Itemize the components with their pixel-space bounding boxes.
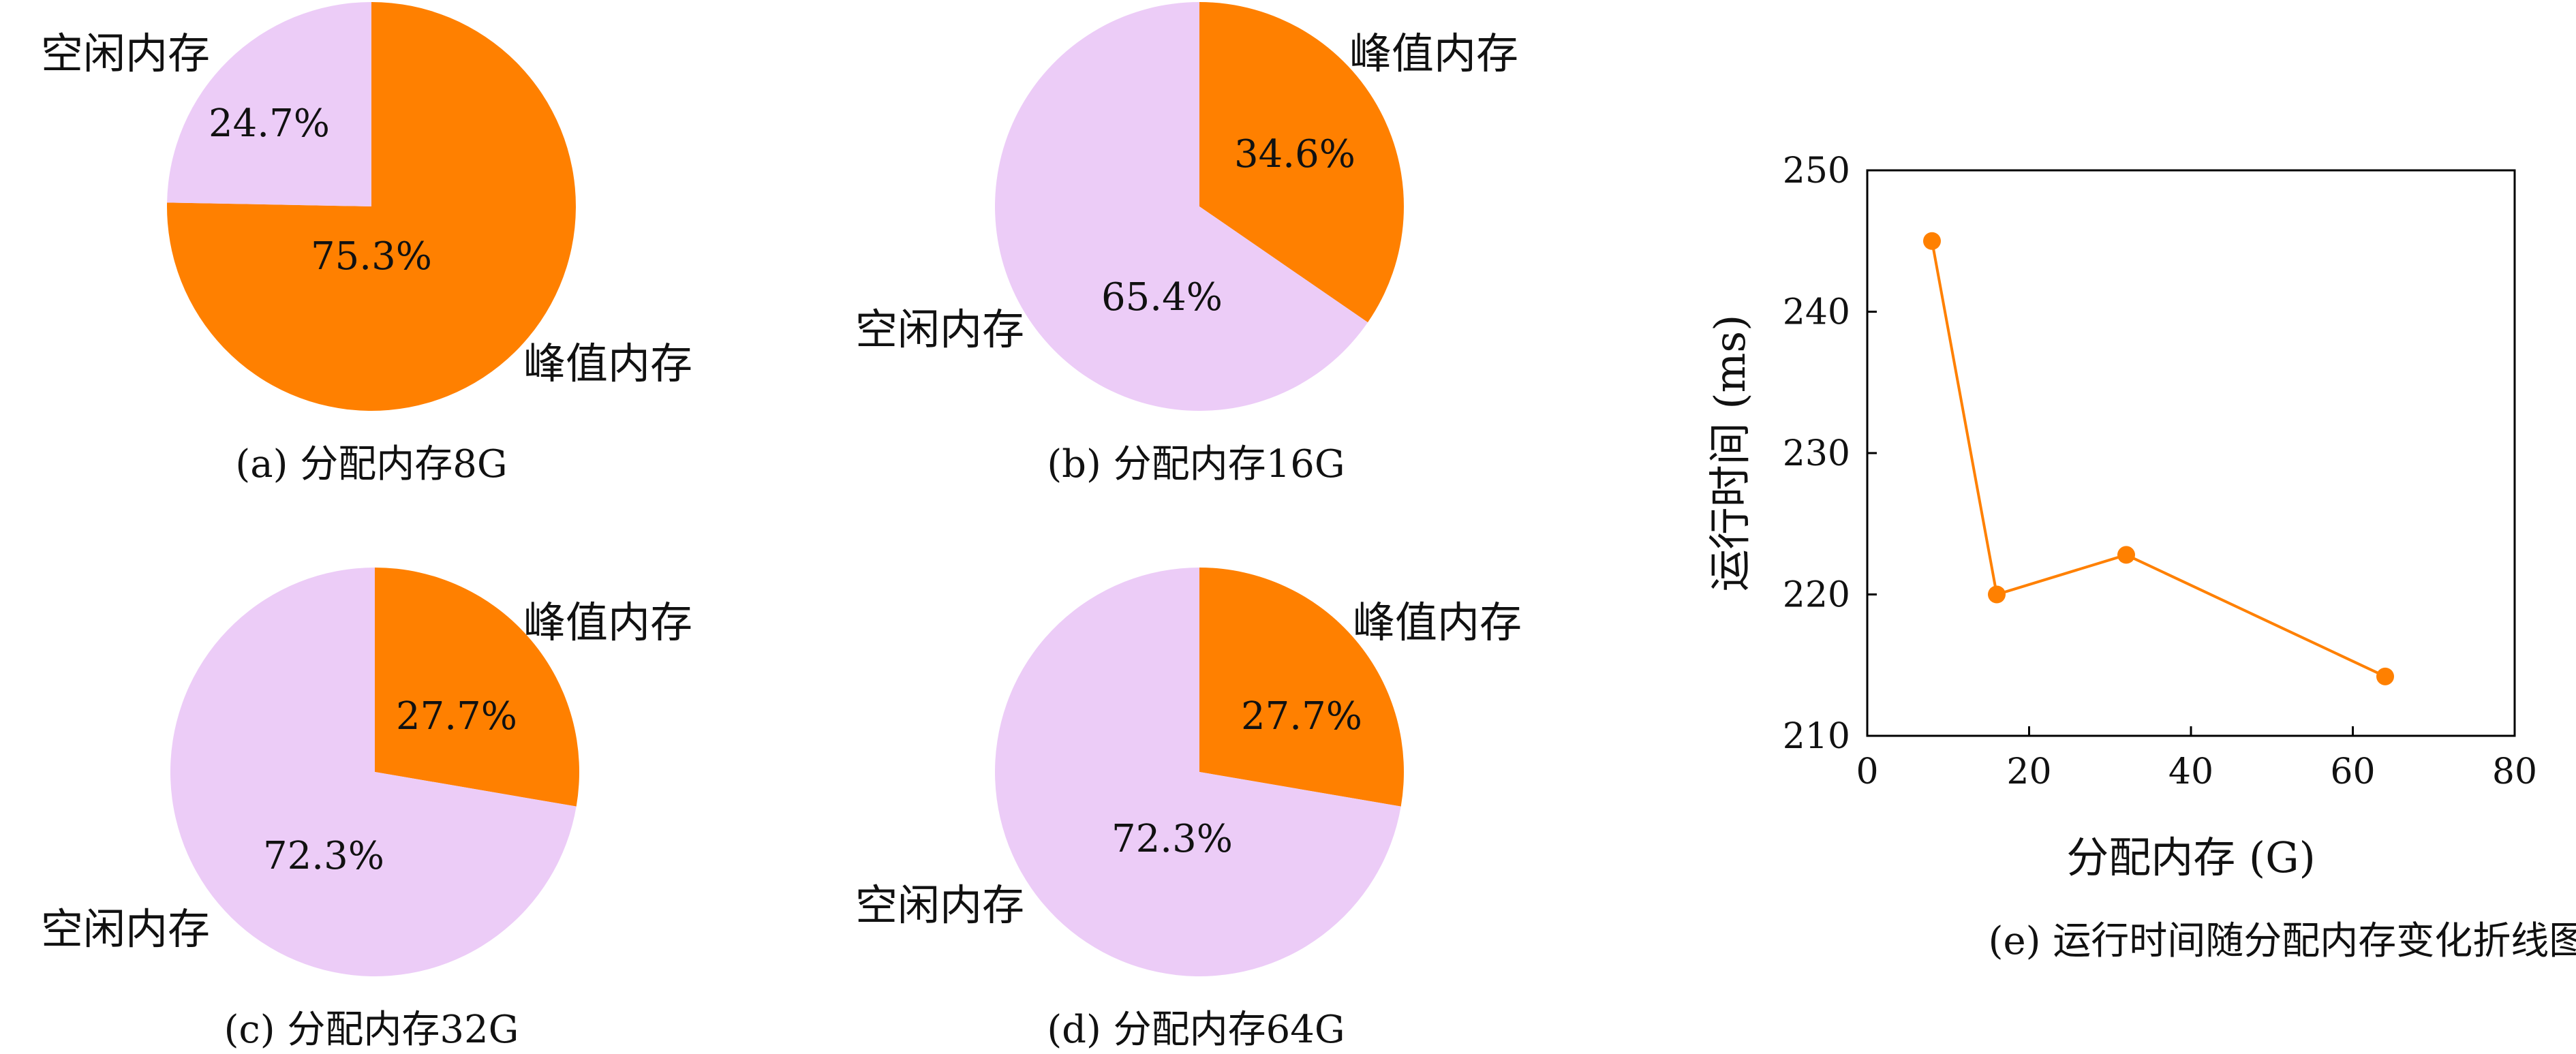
- pie-c-idle-percent: 72.3%: [263, 834, 384, 878]
- pie-b-peak-slice: [1199, 2, 1404, 323]
- pie-c-caption: (c) 分配内存32G: [224, 1008, 519, 1052]
- data-point: [2376, 667, 2394, 685]
- x-tick-label: 60: [2330, 751, 2375, 792]
- pie-b-peak-percent: 34.6%: [1234, 132, 1355, 176]
- pie-c-idle-slice: [170, 568, 577, 976]
- pie-b-idle-slice: [995, 2, 1368, 411]
- y-tick-label: 230: [1783, 433, 1850, 474]
- pie-chart-d: 27.7% 72.3% 峰值内存 空闲内存 (d) 分配内存64G: [855, 568, 1522, 1052]
- y-tick-label: 220: [1783, 575, 1850, 616]
- x-axis-label: 分配内存 (G): [2066, 833, 2316, 882]
- line-chart-e: 0 20 40 60 80 210 220 230 240 250 分配内存 (G) 运行时间 …: [1705, 151, 2576, 963]
- pie-d-peak-label: 峰值内存: [1353, 598, 1522, 647]
- pie-d-peak-percent: 27.7%: [1241, 694, 1362, 739]
- data-point: [2117, 546, 2135, 564]
- pie-c-peak-slice: [375, 568, 579, 807]
- y-axis-label: 运行时间 (ms): [1705, 315, 1755, 592]
- pie-c-idle-label: 空闲内存: [41, 904, 210, 954]
- pie-d-idle-percent: 72.3%: [1111, 817, 1233, 861]
- pie-a-peak-label: 峰值内存: [523, 339, 692, 388]
- line-chart-caption: (e) 运行时间随分配内存变化折线图: [1989, 919, 2576, 963]
- series-line: [1931, 241, 2386, 678]
- pie-d-peak-slice: [1199, 568, 1404, 807]
- pie-a-idle-label: 空闲内存: [41, 29, 210, 78]
- pie-b-idle-label: 空闲内存: [855, 305, 1024, 354]
- x-tick-label: 0: [1856, 751, 1878, 792]
- x-tick-label: 20: [2006, 751, 2051, 792]
- pie-a-idle-slice: [167, 2, 372, 206]
- pie-d-idle-slice: [994, 568, 1401, 976]
- y-tick-label: 240: [1783, 292, 1850, 333]
- data-point: [1988, 585, 2006, 604]
- x-tick-label: 40: [2168, 751, 2213, 792]
- pie-b-peak-label: 峰值内存: [1349, 29, 1518, 78]
- pie-d-caption: (d) 分配内存64G: [1047, 1008, 1345, 1052]
- y-axis-ticks: 210 220 230 240 250: [1783, 151, 1877, 757]
- x-axis-ticks: 0 20 40 60 80: [1856, 726, 2537, 792]
- pie-chart-c: 27.7% 72.3% 峰值内存 空闲内存 (c) 分配内存32G: [41, 568, 692, 1052]
- pie-c-peak-percent: 27.7%: [396, 694, 517, 739]
- pie-b-idle-percent: 65.4%: [1101, 275, 1223, 320]
- data-point: [1923, 232, 1941, 250]
- pie-b-caption: (b) 分配内存16G: [1047, 442, 1345, 486]
- x-tick-label: 80: [2492, 751, 2537, 792]
- pie-chart-a: 75.3% 24.7% 峰值内存 空闲内存 (a) 分配内存8G: [41, 2, 692, 486]
- pie-a-peak-percent: 75.3%: [311, 234, 432, 279]
- pie-a-idle-percent: 24.7%: [209, 102, 330, 146]
- plot-area-frame: [1866, 169, 2516, 737]
- pie-c-peak-label: 峰值内存: [523, 598, 692, 647]
- y-tick-label: 210: [1783, 716, 1850, 757]
- pie-chart-b: 34.6% 65.4% 峰值内存 空闲内存 (b) 分配内存16G: [855, 2, 1518, 486]
- pie-a-caption: (a) 分配内存8G: [235, 442, 507, 486]
- series-points: [1923, 232, 2394, 685]
- y-tick-label: 250: [1783, 151, 1850, 191]
- pie-d-idle-label: 空闲内存: [855, 880, 1024, 930]
